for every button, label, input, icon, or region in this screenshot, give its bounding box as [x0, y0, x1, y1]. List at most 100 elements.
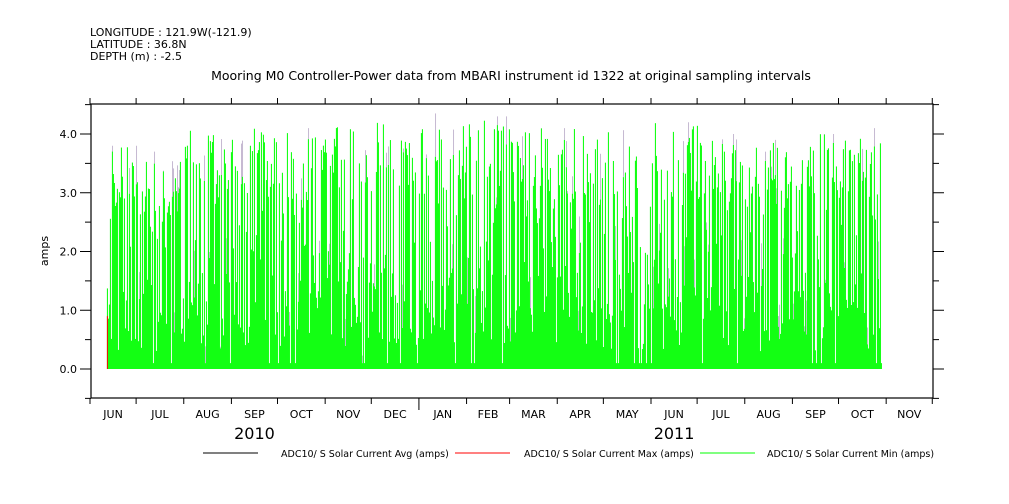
min-series-bar [159, 312, 161, 369]
min-series-bar [487, 260, 489, 369]
min-series-bar [124, 328, 126, 369]
min-series-bar [220, 174, 222, 369]
min-series-bar [772, 142, 774, 369]
min-series-bar [827, 148, 829, 369]
min-series-bar [254, 302, 256, 369]
min-series-bar [611, 315, 613, 369]
min-series-bar [302, 163, 304, 369]
min-series-bar [167, 206, 169, 369]
min-series-bar [132, 166, 134, 369]
min-series-bar [801, 160, 803, 369]
max-series-spike [178, 187, 180, 194]
min-series-bar [380, 272, 382, 369]
year-label: 2010 [234, 424, 275, 443]
min-series-bar [423, 193, 425, 369]
min-series-bar [323, 152, 325, 369]
max-series-spike [683, 141, 685, 173]
min-series-bar [681, 204, 683, 369]
min-series-bar [770, 178, 772, 369]
min-series-bar [764, 161, 766, 369]
min-series-bar [698, 197, 700, 369]
max-series-spike [522, 136, 524, 179]
min-series-bar [769, 150, 771, 369]
min-series-bar [590, 311, 592, 369]
min-series-bar [401, 328, 403, 369]
min-series-bar [340, 159, 342, 369]
min-series-bar [564, 265, 566, 369]
min-series-bar [773, 179, 775, 369]
min-series-bar [664, 304, 666, 369]
min-series-bar [279, 345, 281, 369]
max-series-spike [362, 355, 364, 364]
min-series-bar [412, 180, 414, 369]
min-series-bar [739, 161, 741, 369]
min-series-bar [670, 192, 672, 369]
min-series-bar [141, 191, 143, 369]
min-series-bar [861, 180, 863, 369]
min-series-bar [689, 152, 691, 369]
min-series-bar [195, 164, 197, 369]
min-series-bar [522, 165, 524, 369]
min-series-bar [592, 183, 594, 369]
min-series-bar [673, 320, 675, 369]
max-series-spike [319, 240, 321, 254]
min-series-bar [277, 363, 279, 369]
min-series-bar [273, 138, 275, 369]
min-series-bar [726, 210, 728, 369]
min-series-bar [679, 302, 681, 369]
min-series-bar [730, 178, 732, 369]
min-series-bar [582, 136, 584, 369]
min-series-bar [439, 327, 441, 369]
min-series-bar [139, 214, 141, 369]
y-tick-label: 3.0 [60, 187, 78, 200]
min-series-bar [702, 318, 704, 369]
min-series-bar [693, 287, 695, 369]
min-series-bar [244, 345, 246, 369]
min-series-bar [591, 312, 593, 369]
min-series-bar [788, 319, 790, 369]
min-series-bar [620, 310, 622, 369]
min-series-bar [784, 157, 786, 369]
min-series-bar [714, 157, 716, 369]
min-series-bar [282, 213, 284, 369]
min-series-bar [300, 199, 302, 369]
min-series-bar [125, 300, 127, 369]
min-series-bar [836, 190, 838, 369]
min-series-bar [548, 191, 550, 369]
min-series-bar [482, 331, 484, 369]
min-series-bar [369, 263, 371, 369]
min-series-bar [748, 167, 750, 369]
min-series-bar [641, 349, 643, 369]
min-series-bar [153, 163, 155, 369]
min-series-bar [375, 171, 377, 369]
min-series-bar [394, 295, 396, 369]
x-tick-label: OCT [851, 408, 874, 421]
min-series-bar [862, 171, 864, 369]
max-series-spike [308, 128, 310, 140]
min-series-bar [500, 130, 502, 369]
min-series-bar [868, 196, 870, 369]
min-series-bar [450, 272, 452, 369]
max-series-spike [623, 130, 625, 178]
min-series-bar [262, 134, 264, 369]
min-series-bar [810, 176, 812, 369]
min-series-bar [832, 142, 834, 369]
min-series-bar [363, 363, 365, 369]
min-series-bar [138, 298, 140, 369]
max-series-spike [862, 148, 864, 181]
max-series-spike [878, 241, 880, 279]
min-series-bar [569, 202, 571, 369]
min-series-bar [619, 288, 621, 369]
min-series-bar [812, 150, 814, 369]
min-series-bar [298, 222, 300, 369]
x-tick-label: SEP [805, 408, 826, 421]
min-series-bar [754, 176, 756, 369]
min-series-bar [168, 201, 170, 369]
max-series-spike [475, 296, 477, 333]
min-series-bar [743, 328, 745, 369]
min-series-bar [791, 257, 793, 369]
min-series-bar [481, 291, 483, 369]
min-series-bar [299, 280, 301, 369]
min-series-bar [712, 188, 714, 369]
min-series-bar [570, 228, 572, 369]
